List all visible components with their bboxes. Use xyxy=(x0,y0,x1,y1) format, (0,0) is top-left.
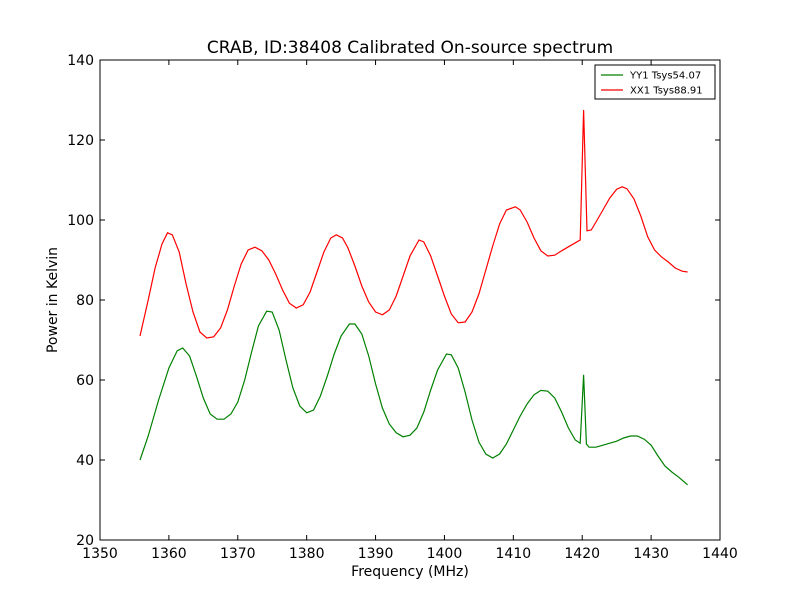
series-layer xyxy=(139,109,688,486)
x-axis-title: Frequency (MHz) xyxy=(351,564,469,580)
x-tick-label: 1350 xyxy=(82,546,118,562)
x-tick-label: 1430 xyxy=(633,546,669,562)
x-tick-label: 1420 xyxy=(564,546,600,562)
y-tick-label: 120 xyxy=(67,133,94,149)
y-tick-label: 140 xyxy=(67,53,94,69)
x-tick-label: 1390 xyxy=(358,546,394,562)
legend-label-1: XX1 Tsys88.91 xyxy=(630,86,703,97)
y-tick-label: 60 xyxy=(76,373,94,389)
y-axis-title: Power in Kelvin xyxy=(45,247,61,353)
x-tick-label: 1410 xyxy=(496,546,532,562)
series-line-1 xyxy=(139,109,688,339)
ticks-layer: 1350 1360 1370 1380 1390 1400 1410 1420 1430 1440… xyxy=(67,53,738,562)
y-tick-label: 80 xyxy=(76,293,94,309)
plot-area xyxy=(99,59,721,541)
x-tick-label: 1400 xyxy=(427,546,463,562)
legend-label-0: YY1 Tsys54.07 xyxy=(629,71,701,82)
x-tick-label: 1360 xyxy=(151,546,187,562)
y-tick-label: 100 xyxy=(67,213,94,229)
legend: YY1 Tsys54.07 XX1 Tsys88.91 xyxy=(594,64,716,100)
x-tick-label: 1440 xyxy=(702,546,738,562)
x-tick-label: 1370 xyxy=(220,546,256,562)
legend-box xyxy=(594,64,716,100)
chart-title: CRAB, ID:38408 Calibrated On-source spec… xyxy=(207,38,613,58)
y-tick-label: 20 xyxy=(76,533,94,549)
series-line-0 xyxy=(139,310,688,486)
x-tick-label: 1380 xyxy=(289,546,325,562)
y-tick-label: 40 xyxy=(76,453,94,469)
